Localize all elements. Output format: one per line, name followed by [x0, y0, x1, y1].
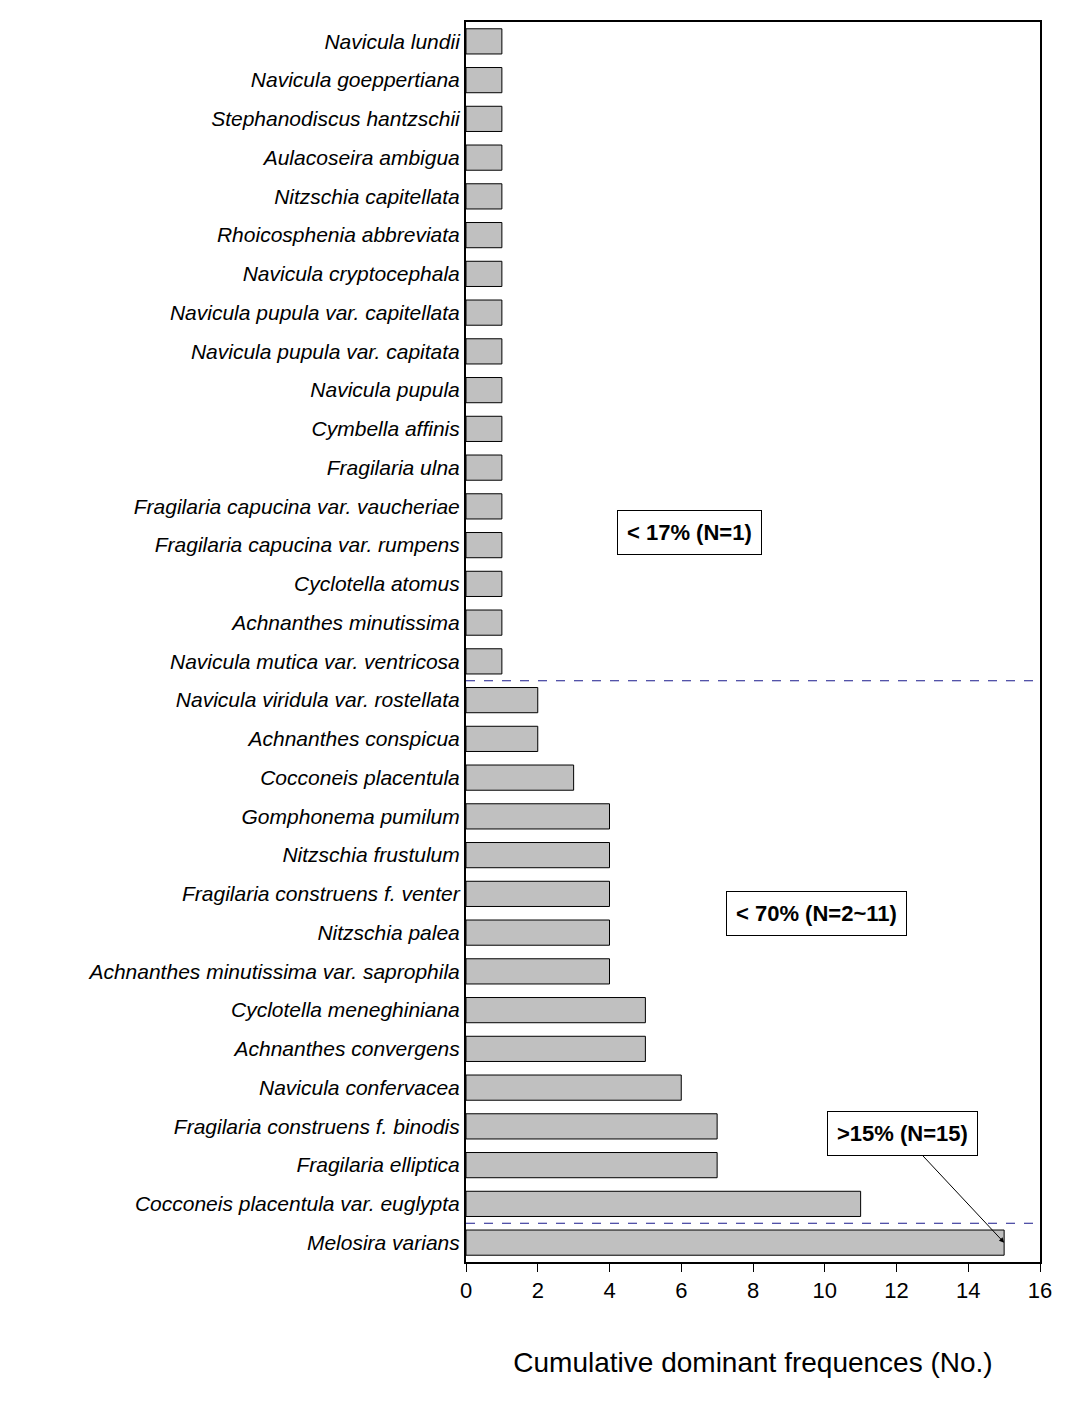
svg-text:Cocconeis placentula: Cocconeis placentula: [260, 766, 460, 789]
svg-text:Fragilaria capucina var. rumpe: Fragilaria capucina var. rumpens: [155, 533, 461, 556]
svg-text:2: 2: [532, 1278, 544, 1303]
svg-text:< 17% (N=1): < 17% (N=1): [627, 520, 752, 545]
svg-text:Gomphonema pumilum: Gomphonema pumilum: [242, 805, 460, 828]
svg-text:Navicula mutica var. ventricos: Navicula mutica var. ventricosa: [170, 650, 460, 673]
svg-text:Cyclotella meneghiniana: Cyclotella meneghiniana: [231, 998, 460, 1021]
svg-text:Fragilaria capucina var. vauch: Fragilaria capucina var. vaucheriae: [134, 495, 460, 518]
svg-text:8: 8: [747, 1278, 759, 1303]
svg-text:Navicula pupula var. capitella: Navicula pupula var. capitellata: [170, 301, 460, 324]
svg-text:Fragilaria ulna: Fragilaria ulna: [327, 456, 460, 479]
svg-text:0: 0: [460, 1278, 472, 1303]
svg-text:Achnanthes convergens: Achnanthes convergens: [232, 1037, 460, 1060]
svg-text:Cyclotella atomus: Cyclotella atomus: [294, 572, 460, 595]
svg-text:Nitzschia capitellata: Nitzschia capitellata: [274, 185, 460, 208]
svg-text:10: 10: [813, 1278, 837, 1303]
svg-text:Cumulative dominant frequences: Cumulative dominant frequences (No.): [513, 1347, 992, 1378]
svg-text:>15% (N=15): >15% (N=15): [837, 1121, 968, 1146]
svg-text:4: 4: [603, 1278, 615, 1303]
svg-text:Navicula pupula var. capitata: Navicula pupula var. capitata: [191, 340, 460, 363]
svg-text:6: 6: [675, 1278, 687, 1303]
svg-text:Navicula confervacea: Navicula confervacea: [259, 1076, 460, 1099]
svg-text:Navicula lundii: Navicula lundii: [324, 30, 461, 53]
svg-text:Navicula viridula var. rostell: Navicula viridula var. rostellata: [176, 688, 460, 711]
svg-text:12: 12: [884, 1278, 908, 1303]
svg-text:Cymbella affinis: Cymbella affinis: [312, 417, 461, 440]
svg-text:16: 16: [1028, 1278, 1052, 1303]
svg-text:Rhoicosphenia abbreviata: Rhoicosphenia abbreviata: [217, 223, 460, 246]
svg-text:Cocconeis placentula var. eugl: Cocconeis placentula var. euglypta: [135, 1192, 460, 1215]
svg-text:Achnanthes minutissima: Achnanthes minutissima: [230, 611, 460, 634]
svg-text:Fragilaria construens f. binod: Fragilaria construens f. binodis: [174, 1115, 460, 1138]
svg-text:Stephanodiscus hantzschii: Stephanodiscus hantzschii: [211, 107, 461, 130]
svg-text:Achnanthes conspicua: Achnanthes conspicua: [246, 727, 459, 750]
svg-text:Fragilaria construens f. vente: Fragilaria construens f. venter: [182, 882, 461, 905]
svg-text:Achnanthes minutissima var. sa: Achnanthes minutissima var. saprophila: [87, 960, 459, 983]
svg-text:14: 14: [956, 1278, 980, 1303]
svg-text:Navicula cryptocephala: Navicula cryptocephala: [243, 262, 460, 285]
svg-text:Aulacoseira ambigua: Aulacoseira ambigua: [262, 146, 460, 169]
svg-text:< 70% (N=2~11): < 70% (N=2~11): [736, 901, 897, 926]
svg-text:Nitzschia frustulum: Nitzschia frustulum: [282, 843, 459, 866]
svg-text:Nitzschia palea: Nitzschia palea: [317, 921, 459, 944]
svg-text:Melosira varians: Melosira varians: [307, 1231, 460, 1254]
svg-text:Navicula pupula: Navicula pupula: [310, 378, 459, 401]
svg-text:Navicula goeppertiana: Navicula goeppertiana: [251, 68, 460, 91]
svg-text:Fragilaria elliptica: Fragilaria elliptica: [296, 1153, 459, 1176]
